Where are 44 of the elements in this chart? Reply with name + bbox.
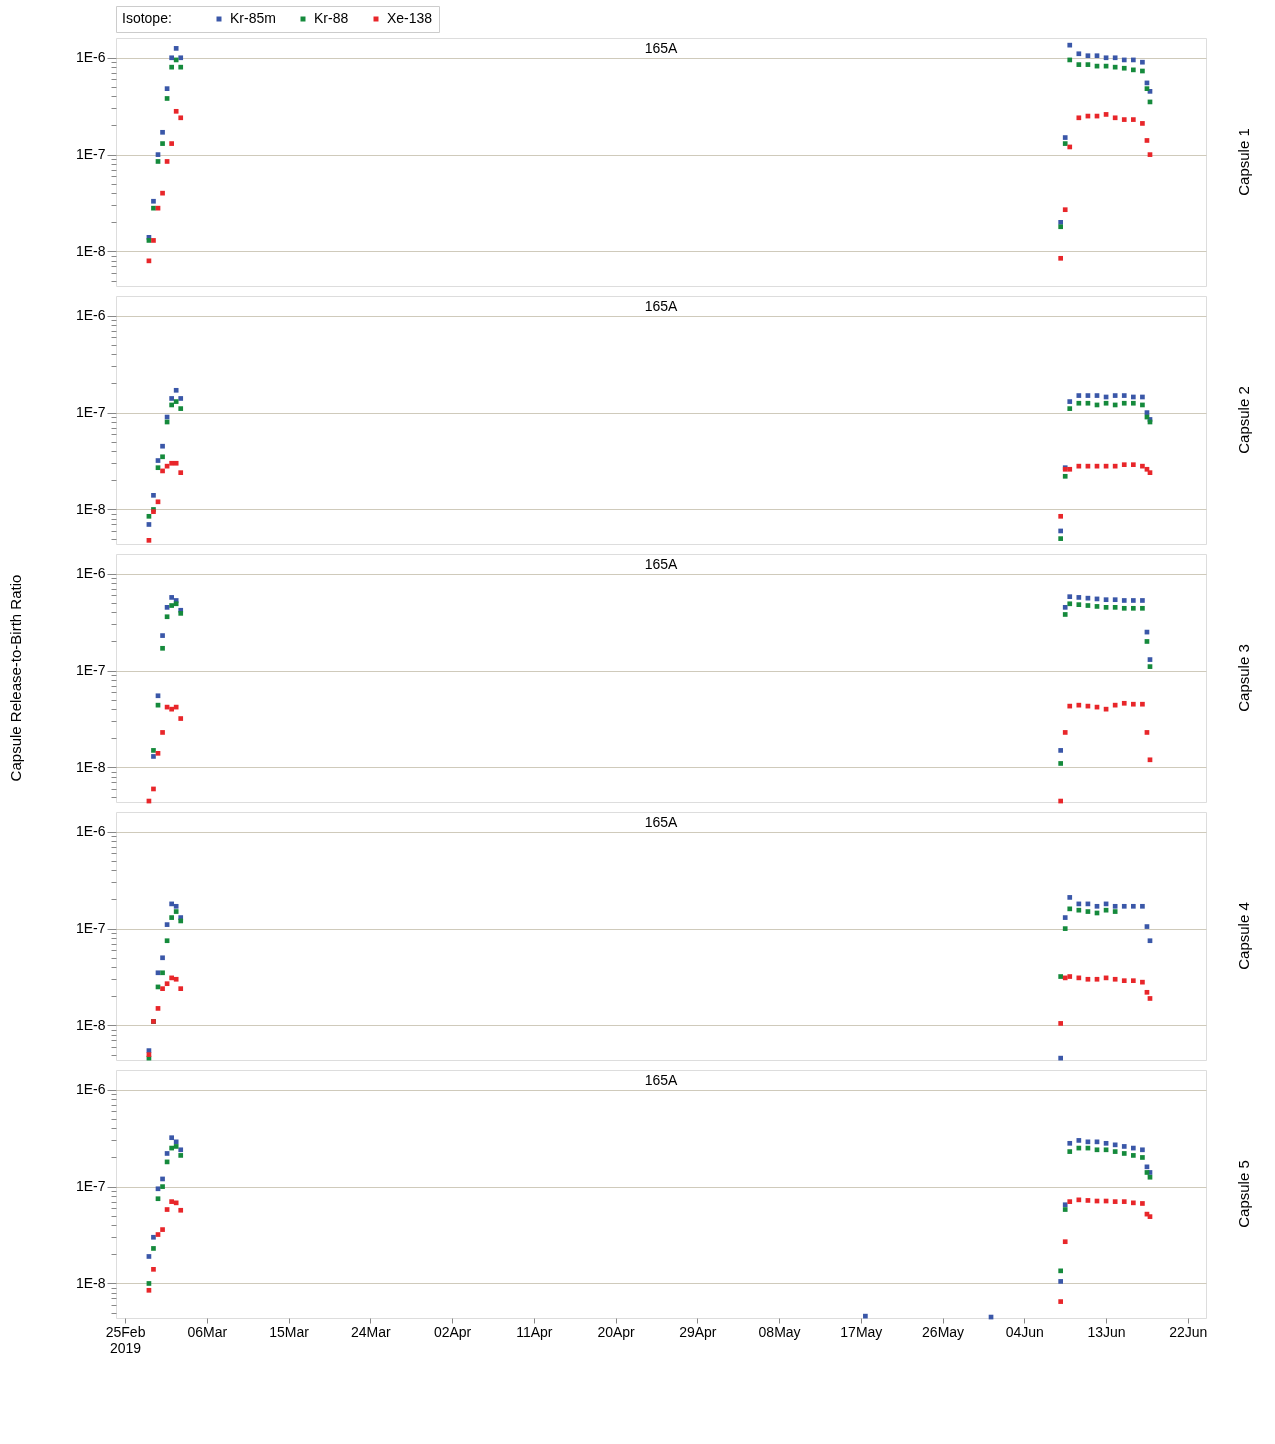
y-tick-label: 1E-6 [75,1081,106,1098]
y-axis-title: Capsule Release-to-Birth Ratio [7,574,24,782]
y-tick-label: 1E-7 [75,662,106,679]
x-tick-label: 20Apr [597,1323,636,1340]
x-tick-label: 26May [922,1323,965,1340]
x-tick-label: 25Feb 2019 [105,1323,146,1356]
y-tick-label: 1E-7 [75,146,106,163]
y-tick-label: 1E-6 [75,49,106,66]
chart-title: 165A [644,814,679,830]
y-tick-label: 1E-8 [75,1016,106,1033]
legend-label: Kr-88 [314,10,349,26]
y-tick-label: 1E-8 [75,242,106,259]
x-tick-label: 04Jun [1005,1323,1044,1340]
x-tick-label: 06Mar [187,1323,228,1340]
y-tick-label: 1E-6 [75,823,106,840]
y2-axis-title: Capsule 5 [1235,1160,1252,1228]
chart-title: 165A [644,40,679,56]
y-tick-label: 1E-7 [75,1178,106,1195]
y-tick-label: 1E-6 [75,307,106,324]
chart-title: 165A [644,556,679,572]
x-tick-label: 02Apr [433,1323,472,1340]
chart-title: 165A [644,1072,679,1088]
y-tick-label: 1E-8 [75,1274,106,1291]
y2-axis-title: Capsule 2 [1235,386,1252,454]
x-tick-label: 22Jun [1169,1323,1208,1340]
x-tick-label: 15Mar [269,1323,310,1340]
y-tick-label: 1E-6 [75,565,106,582]
y-tick-label: 1E-8 [75,500,106,517]
y-tick-label: 1E-8 [75,758,106,775]
legend-title: Isotope: [122,10,172,26]
legend-label: Xe-138 [387,10,433,26]
y-tick-label: 1E-7 [75,404,106,421]
chart-title: 165A [644,298,679,314]
y2-axis-title: Capsule 1 [1235,128,1252,196]
y2-axis-title: Capsule 4 [1235,902,1252,970]
x-tick-label: 29Apr [679,1323,717,1340]
y-tick-label: 1E-7 [75,920,106,937]
y2-axis-title: Capsule 3 [1235,644,1252,712]
x-tick-label: 24Mar [350,1323,392,1340]
legend-label: Kr-85m [230,10,276,26]
x-tick-label: 17May [840,1323,883,1340]
x-tick-label: 13Jun [1087,1323,1126,1340]
x-tick-label: 11Apr [516,1323,553,1340]
x-tick-label: 08May [758,1323,801,1340]
